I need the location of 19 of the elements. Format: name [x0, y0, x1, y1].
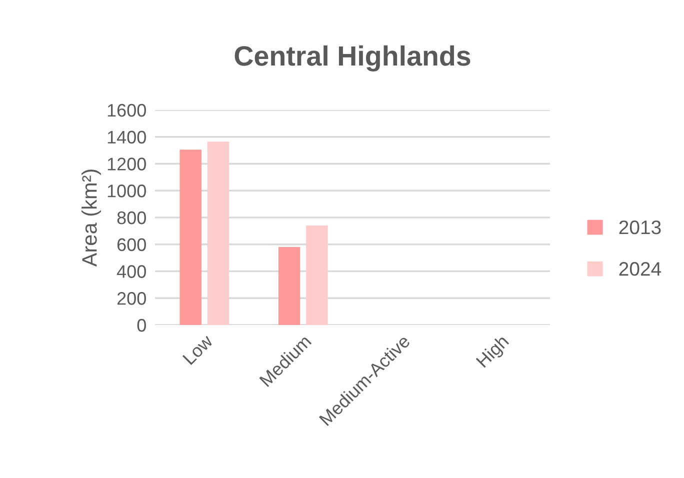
chart-title: Central Highlands	[234, 45, 470, 72]
bar	[207, 142, 230, 325]
y-tick-label: 1000	[108, 184, 146, 198]
y-tick-label: 0	[137, 318, 146, 332]
bar	[278, 247, 300, 325]
legend-label: 2024	[619, 262, 662, 276]
x-tick-label: High	[475, 334, 512, 370]
y-tick-label: 1600	[108, 104, 146, 117]
y-tick-label: 800	[117, 211, 146, 224]
y-tick-label: 600	[117, 238, 146, 252]
y-axis-title: Area (km²)	[82, 170, 101, 267]
x-tick-label: Low	[182, 334, 214, 366]
y-tick-label: 1200	[108, 158, 146, 170]
y-tick-label: 1400	[108, 130, 146, 144]
bar	[306, 226, 328, 325]
y-tick-label: 200	[117, 292, 146, 305]
legend-label: 2013	[619, 220, 661, 234]
bar	[180, 150, 202, 325]
y-tick-label: 400	[116, 265, 146, 278]
